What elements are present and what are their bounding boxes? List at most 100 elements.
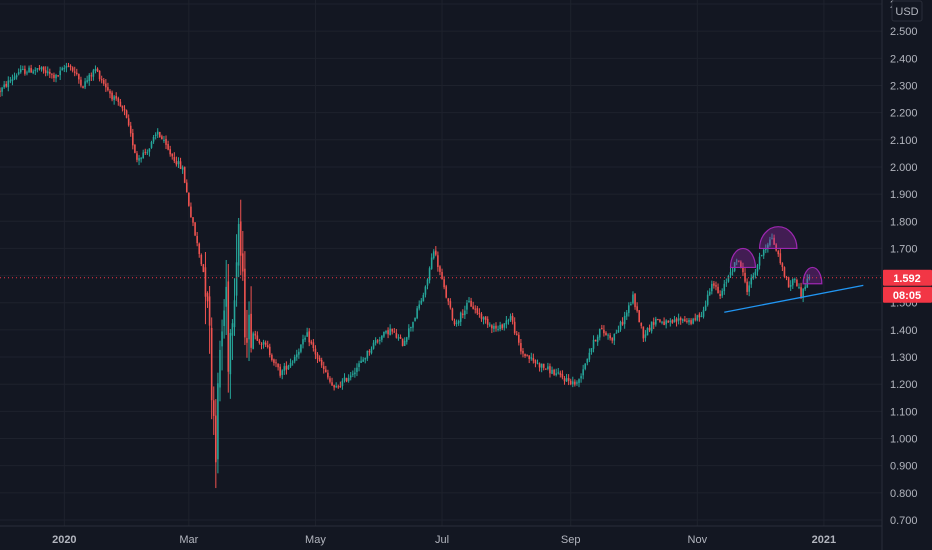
candle-body	[439, 266, 441, 272]
candle-body	[55, 74, 57, 79]
candle-body	[791, 279, 794, 286]
candle-body	[781, 263, 784, 268]
candle-body	[775, 244, 777, 251]
candle-body	[642, 326, 645, 339]
candle-body	[231, 323, 234, 336]
candle-body	[495, 325, 497, 329]
candle-body	[468, 300, 470, 303]
candle-body	[648, 327, 651, 331]
candle-body	[105, 83, 107, 88]
candle-body	[505, 320, 508, 325]
neckline-trendline[interactable]	[724, 284, 864, 313]
candle-body	[524, 354, 526, 357]
candle-body	[403, 340, 406, 346]
candle-body	[742, 266, 744, 273]
candle-body	[644, 334, 647, 338]
candle-body	[426, 279, 429, 286]
shoulder-arc[interactable]	[729, 248, 757, 269]
candle-body	[1, 87, 3, 92]
candle-body	[235, 262, 238, 296]
candle-body	[129, 125, 132, 134]
candle-body	[646, 328, 649, 336]
candle-body	[733, 262, 736, 271]
candle-body	[3, 84, 5, 88]
candle-body	[451, 308, 454, 320]
candle-body	[325, 369, 327, 373]
currency-badge[interactable]: USD	[891, 0, 923, 22]
candle-body	[115, 96, 118, 99]
candle-body	[183, 167, 186, 183]
candle-body	[138, 158, 140, 161]
candle-body	[634, 293, 636, 308]
candle-body	[721, 290, 724, 296]
candle-body	[526, 355, 528, 357]
candle-body	[327, 372, 329, 378]
candle-body	[32, 71, 35, 74]
candle-body	[254, 333, 257, 336]
candle-body	[304, 337, 306, 340]
candle-body	[188, 192, 190, 206]
candle-body	[225, 286, 228, 307]
candle-body	[706, 294, 709, 305]
candle-body	[435, 250, 437, 255]
candle-body	[771, 238, 773, 240]
candle-body	[607, 334, 609, 336]
candle-body	[503, 323, 506, 328]
candle-body	[19, 69, 22, 73]
candle-body	[221, 331, 223, 347]
y-tick-label: 2.200	[890, 108, 918, 120]
candle-body	[144, 151, 147, 153]
candle-body	[511, 315, 514, 322]
candle-body	[366, 350, 369, 359]
candle-body	[67, 65, 70, 67]
candle-body	[154, 134, 157, 137]
candle-body	[271, 354, 273, 361]
time-axis[interactable]: 2020 Mar May Jul Sep Nov 2021	[0, 525, 882, 546]
candle-body	[329, 378, 331, 382]
candle-body	[762, 249, 765, 256]
candle-body	[746, 281, 748, 292]
candle-body	[246, 338, 248, 343]
candle-body	[632, 294, 634, 304]
candle-body	[196, 236, 198, 244]
candle-body	[7, 80, 10, 88]
candle-body	[343, 377, 346, 381]
y-tick-label: 2.500	[890, 26, 918, 38]
candle-body	[233, 300, 236, 328]
candle-body	[372, 342, 375, 349]
candle-body	[754, 271, 757, 276]
candle-body	[61, 68, 64, 71]
candle-body	[26, 72, 28, 74]
candle-body	[449, 301, 452, 308]
candle-body	[794, 279, 796, 281]
candle-body	[738, 260, 740, 262]
x-tick-label: Nov	[688, 534, 708, 546]
candle-body	[258, 340, 261, 343]
candle-body	[486, 318, 489, 325]
candle-body	[551, 369, 553, 374]
candle-body	[393, 331, 396, 333]
candle-body	[262, 341, 265, 345]
candle-body	[663, 321, 665, 326]
candle-body	[598, 328, 601, 338]
shoulder-arc[interactable]	[802, 266, 823, 285]
candle-body	[497, 328, 499, 330]
candle-body	[125, 110, 128, 118]
y-tick-label: 0.800	[890, 488, 918, 500]
candle-body	[362, 359, 364, 362]
candle-body	[94, 69, 97, 71]
candle-body	[804, 286, 807, 290]
candle-body	[717, 286, 719, 294]
candle-body	[567, 378, 570, 381]
candle-body	[752, 275, 755, 278]
candle-body	[312, 342, 315, 349]
candle-body	[194, 222, 196, 236]
candle-body	[285, 365, 288, 370]
candle-body	[347, 377, 350, 381]
candle-body	[482, 317, 485, 320]
candle-body	[318, 357, 321, 361]
shoulder-arc[interactable]	[758, 226, 798, 250]
candle-body	[212, 400, 215, 416]
candle-body	[22, 69, 24, 71]
